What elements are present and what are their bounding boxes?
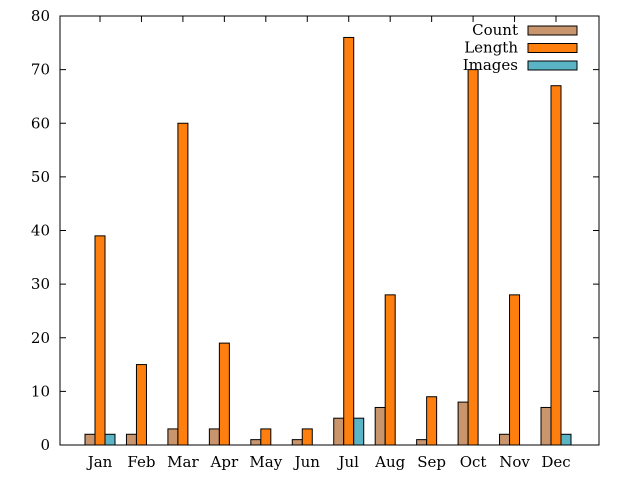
bar-count-jan xyxy=(84,433,96,446)
legend-swatch-count xyxy=(527,25,578,36)
x-tick-label: Aug xyxy=(374,453,405,471)
legend-label: Count xyxy=(472,21,518,39)
bar-length-oct xyxy=(467,69,479,446)
x-tick-label: May xyxy=(249,453,282,471)
bar-images-jan xyxy=(104,433,116,446)
y-tick-label: 0 xyxy=(40,436,50,454)
bar-images-dec xyxy=(560,433,572,446)
bar-length-may xyxy=(260,428,272,446)
bar-count-oct xyxy=(457,401,469,446)
bar-count-mar xyxy=(167,428,179,446)
bar-count-jun xyxy=(291,439,303,446)
x-tick-label: Oct xyxy=(460,453,487,471)
y-tick-label: 40 xyxy=(31,222,50,240)
bar-length-dec xyxy=(550,85,562,446)
bar-length-sep xyxy=(426,396,438,446)
x-tick-label: Apr xyxy=(210,453,239,471)
y-axis: 0 10 20 30 40 50 60 70 80 xyxy=(31,7,599,454)
bar-count-dec xyxy=(540,406,552,446)
legend-label: Length xyxy=(464,39,518,57)
bar-count-may xyxy=(250,439,262,446)
bar-length-jun xyxy=(301,428,313,446)
y-tick-label: 10 xyxy=(31,382,50,400)
y-tick-label: 70 xyxy=(31,61,50,79)
legend-swatch-length xyxy=(527,43,578,53)
x-axis: Jan Feb Mar Apr May Jun Jul Aug Sep Oct Nov Dec xyxy=(86,16,571,471)
bar-count-aug xyxy=(374,406,386,446)
bar-length-nov xyxy=(509,294,521,446)
x-tick-label: Feb xyxy=(127,453,155,471)
legend-swatch-images xyxy=(527,60,578,71)
bar-images-jul xyxy=(353,417,365,446)
x-tick-label: Nov xyxy=(499,453,530,471)
y-tick-label: 80 xyxy=(31,7,50,25)
bar-length-mar xyxy=(177,122,189,446)
bar-count-jul xyxy=(333,417,345,446)
x-tick-label: Dec xyxy=(541,453,570,471)
x-tick-label: Jan xyxy=(86,453,113,471)
legend-label: Images xyxy=(463,56,518,74)
bar-length-aug xyxy=(384,294,396,446)
bar-length-jul xyxy=(343,36,355,446)
bars xyxy=(84,36,572,446)
y-tick-label: 50 xyxy=(31,168,50,186)
x-tick-label: Jul xyxy=(336,453,359,471)
bar-length-apr xyxy=(218,342,230,446)
y-tick-label: 60 xyxy=(31,114,50,132)
y-tick-label: 30 xyxy=(31,275,50,293)
x-tick-label: Jun xyxy=(293,453,321,471)
bar-count-nov xyxy=(499,433,511,446)
y-tick-label: 20 xyxy=(31,329,50,347)
bar-length-jan xyxy=(94,235,106,446)
bar-count-apr xyxy=(208,428,220,446)
x-tick-label: Sep xyxy=(417,453,446,471)
bar-count-sep xyxy=(416,439,428,446)
x-tick-label: Mar xyxy=(167,453,199,471)
bar-count-feb xyxy=(125,433,137,446)
bar-length-feb xyxy=(135,364,147,446)
